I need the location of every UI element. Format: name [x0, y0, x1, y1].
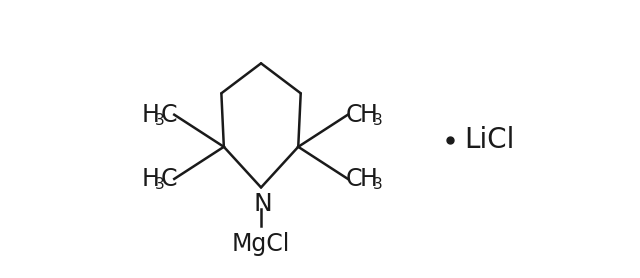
Text: C: C [346, 103, 362, 127]
Text: LiCl: LiCl [465, 126, 515, 154]
Text: H: H [359, 167, 377, 191]
Text: 3: 3 [373, 113, 383, 128]
Text: 3: 3 [373, 177, 383, 192]
Text: C: C [160, 103, 177, 127]
Text: N: N [253, 192, 272, 216]
Text: H: H [359, 103, 377, 127]
Text: C: C [160, 167, 177, 191]
Text: 3: 3 [155, 113, 164, 128]
Text: MgCl: MgCl [232, 232, 290, 256]
Text: H: H [141, 167, 159, 191]
Text: H: H [141, 103, 159, 127]
Text: 3: 3 [155, 177, 164, 192]
Text: C: C [346, 167, 362, 191]
